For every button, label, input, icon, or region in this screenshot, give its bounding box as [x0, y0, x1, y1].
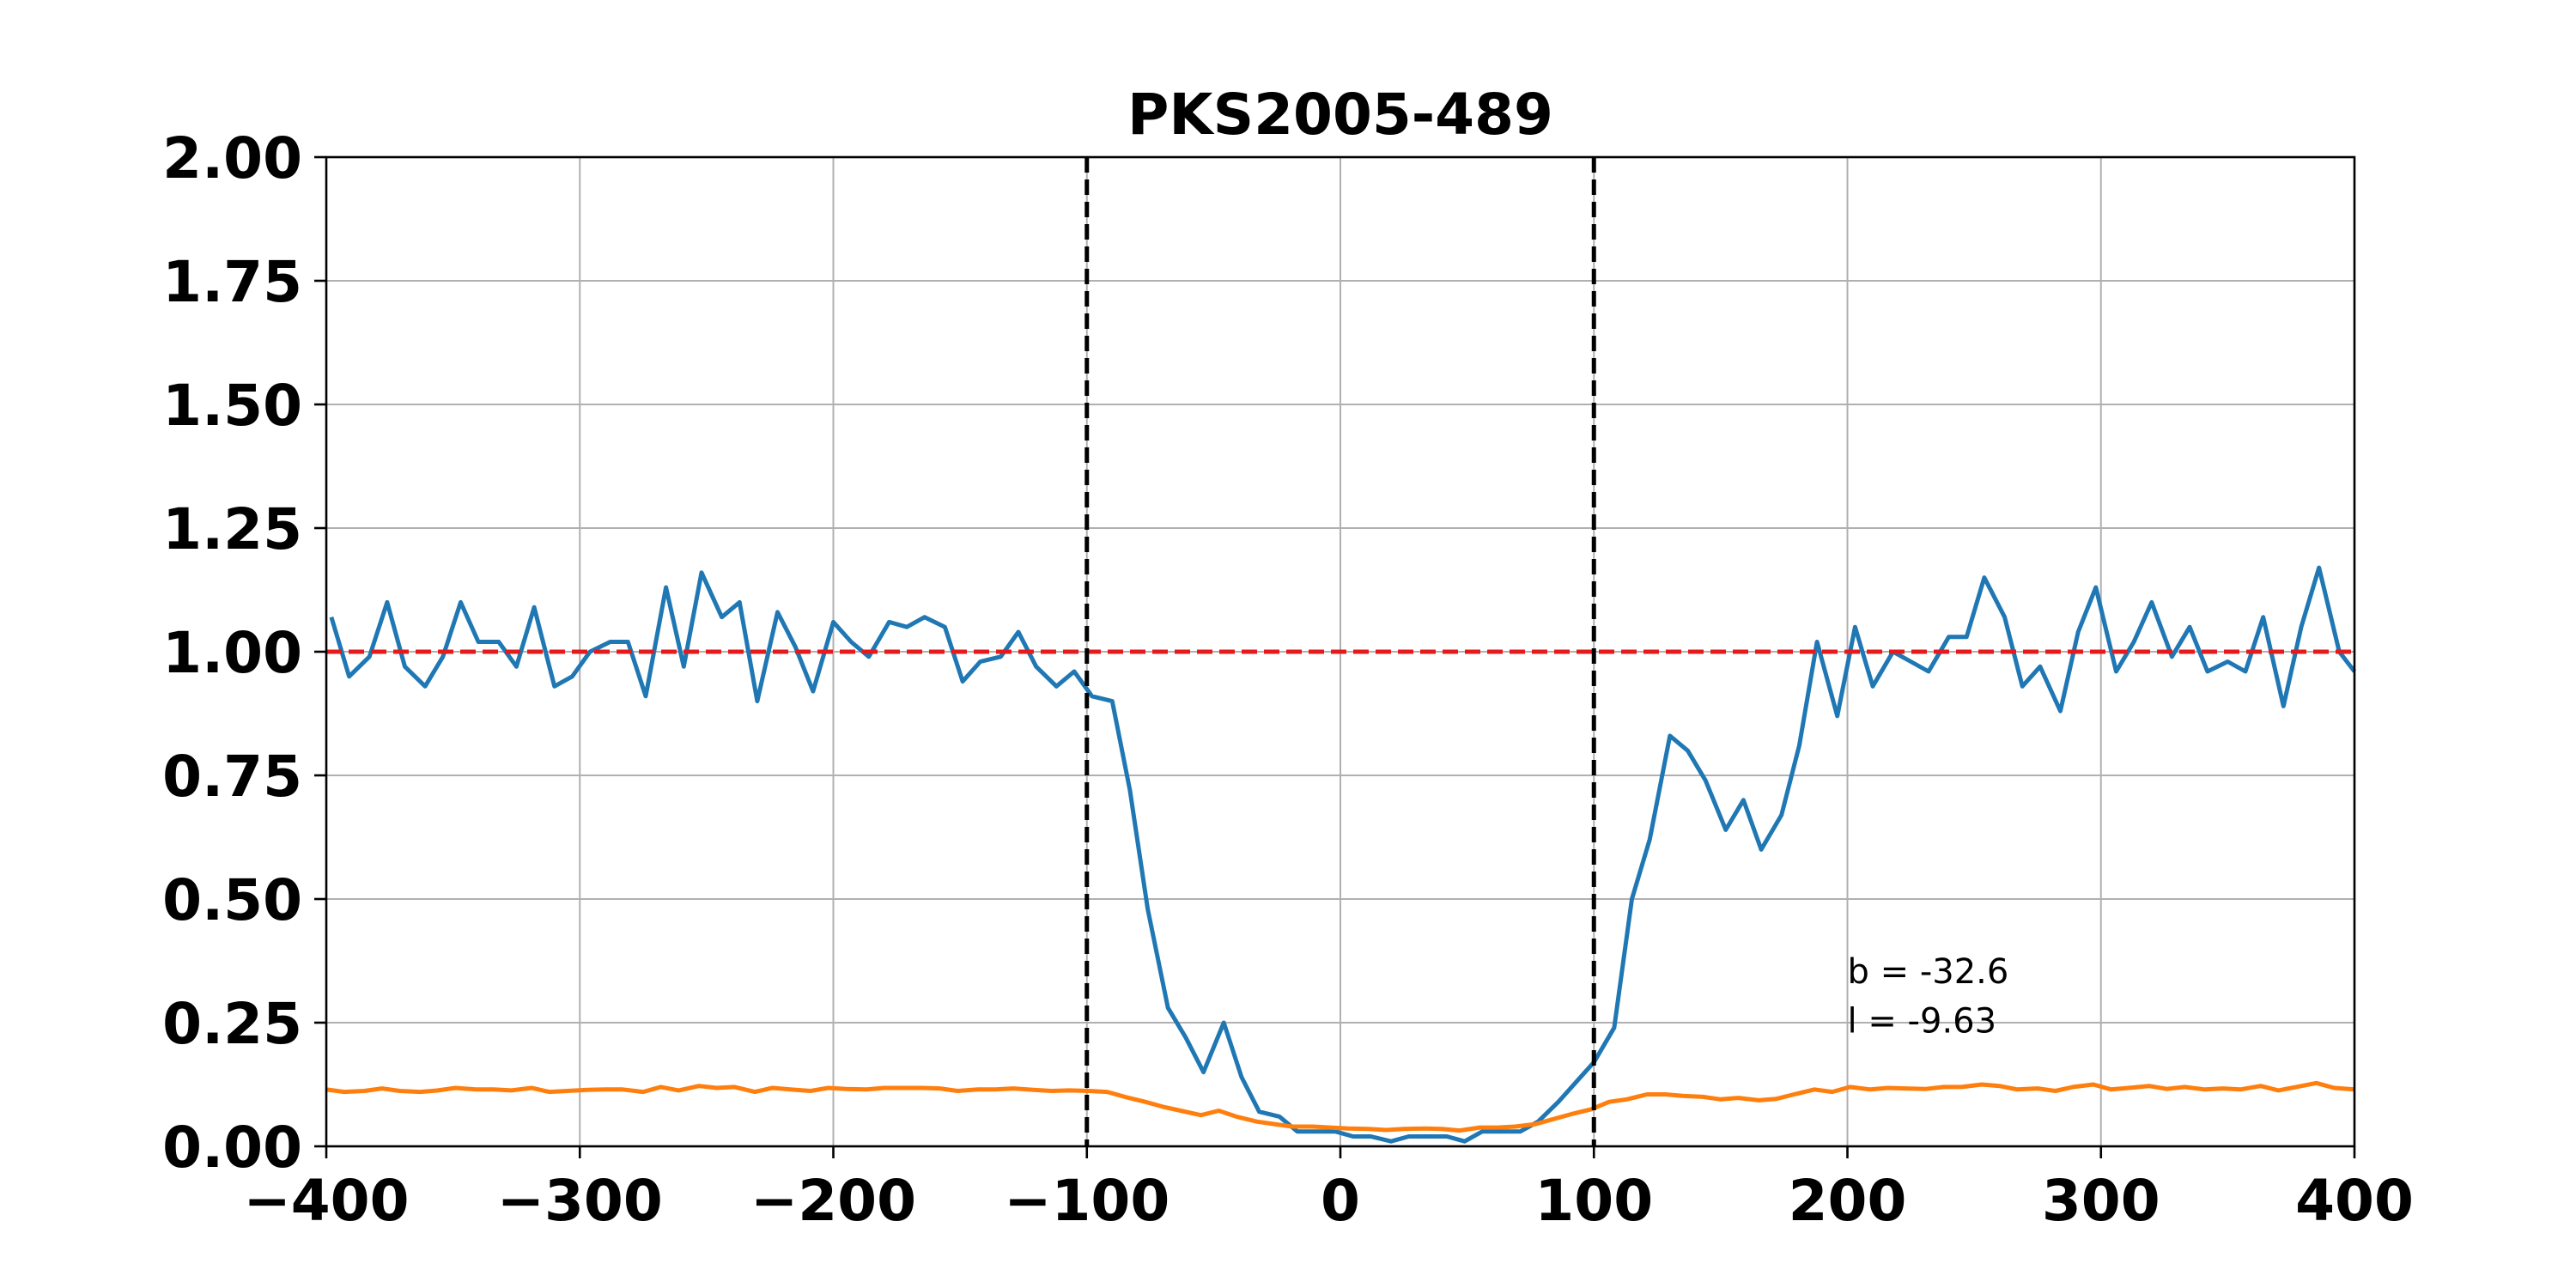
x-tick-label: 100	[1534, 1168, 1653, 1234]
chart-title: PKS2005-489	[1127, 82, 1553, 148]
annotations: b = -32.6 l = -9.63	[1848, 952, 2009, 1042]
x-tick-label: −400	[243, 1168, 409, 1234]
y-tick-label: 1.00	[162, 620, 302, 686]
annotation-text: l = -9.63	[1848, 1002, 1997, 1042]
y-tick-label: 0.00	[162, 1115, 302, 1181]
y-tick-label: 0.25	[162, 991, 302, 1057]
ticks: −400 −300 −200 −100 0 100 200 300 400 0.00 0.25 0.5…	[162, 125, 2414, 1234]
y-tick-label: 1.50	[162, 373, 302, 439]
reference-lines	[326, 157, 2354, 1146]
x-tick-label: −100	[1004, 1168, 1170, 1234]
y-tick-label: 1.75	[162, 249, 302, 315]
y-tick-label: 0.75	[162, 744, 302, 810]
x-tick-label: −300	[497, 1168, 663, 1234]
y-tick-label: 1.25	[162, 496, 302, 562]
x-tick-label: 400	[2295, 1168, 2414, 1234]
y-tick-label: 2.00	[162, 125, 302, 191]
y-tick-label: 0.50	[162, 867, 302, 933]
x-tick-label: 0	[1321, 1168, 1360, 1234]
x-tick-label: 200	[1789, 1168, 1907, 1234]
x-tick-label: −200	[750, 1168, 916, 1234]
absorption-line	[329, 565, 2356, 1144]
series-lines	[325, 565, 2356, 1144]
annotation-text: b = -32.6	[1848, 952, 2009, 992]
error-line	[325, 1080, 2355, 1133]
x-tick-label: 300	[2042, 1168, 2160, 1234]
